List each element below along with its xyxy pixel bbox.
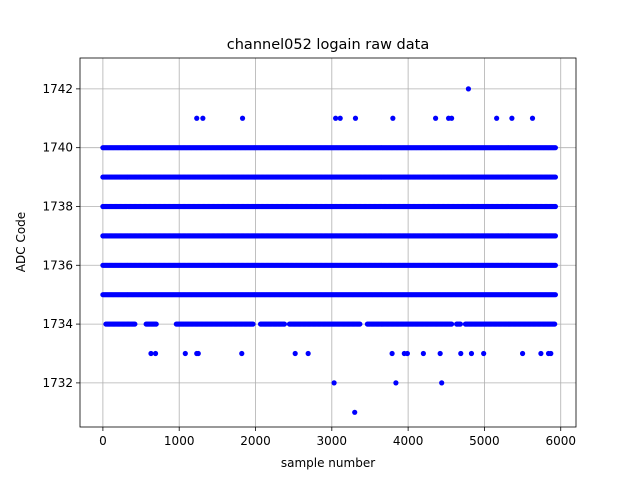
level-1735-points	[100, 292, 559, 298]
y-tick-label: 1734	[42, 317, 73, 331]
data-point	[552, 174, 559, 180]
data-point	[552, 262, 559, 268]
data-point	[337, 115, 343, 121]
data-point	[393, 380, 399, 386]
data-point	[305, 350, 311, 357]
y-tick-label: 1740	[42, 141, 73, 155]
data-point	[449, 321, 455, 327]
y-tick-label: 1738	[42, 199, 73, 213]
data-point	[200, 115, 206, 121]
data-point	[152, 350, 159, 357]
level-1740-points	[100, 145, 559, 151]
data-point	[439, 380, 445, 386]
data-point	[548, 350, 554, 357]
data-point	[153, 321, 159, 327]
data-point	[552, 203, 559, 210]
data-point	[333, 115, 339, 121]
data-point	[449, 115, 455, 121]
data-point	[529, 115, 536, 121]
data-point	[352, 115, 359, 121]
x-tick-label: 6000	[545, 434, 576, 448]
data-point	[250, 321, 256, 327]
grid-layer	[80, 58, 576, 427]
x-tick-label: 5000	[469, 434, 500, 448]
level-1739-points	[100, 174, 559, 180]
data-point	[195, 350, 201, 357]
level-1734-points	[103, 321, 558, 327]
data-point	[465, 86, 472, 92]
data-point	[509, 115, 515, 121]
data-point	[132, 321, 138, 327]
chart-title: channel052 logain raw data	[227, 37, 429, 53]
data-point	[552, 292, 559, 298]
data-point	[437, 350, 443, 357]
outlier-points	[148, 86, 554, 415]
data-point	[432, 115, 439, 121]
data-point	[352, 409, 358, 415]
data-point	[420, 350, 426, 357]
data-point	[404, 350, 410, 357]
data-point	[148, 350, 154, 357]
level-1736-points	[100, 262, 559, 268]
data-point	[494, 115, 500, 121]
level-1738-points	[100, 203, 559, 210]
data-point	[182, 350, 188, 357]
y-axis-label: ADC Code	[14, 212, 28, 272]
data-point	[552, 233, 559, 239]
data-point	[552, 321, 558, 327]
data-point	[468, 350, 475, 357]
data-point	[481, 350, 487, 357]
data-point	[457, 321, 464, 327]
x-tick-label: 3000	[317, 434, 348, 448]
data-point	[458, 350, 464, 357]
data-point	[194, 115, 200, 121]
y-tick-label: 1732	[42, 376, 73, 390]
x-tick-label: 0	[99, 434, 107, 448]
x-axis-label: sample number	[281, 456, 375, 470]
plot-frame	[79, 57, 577, 428]
data-point	[292, 350, 298, 357]
data-point	[552, 145, 559, 151]
ticks-layer: 0 1000 2000 3000 4000 5000 6000 1732 1734 1736 173…	[42, 82, 576, 448]
x-tick-label: 1000	[164, 434, 195, 448]
data-point	[390, 115, 396, 121]
x-tick-label: 2000	[240, 434, 271, 448]
data-point	[239, 350, 245, 357]
data-point	[538, 350, 544, 357]
y-tick-label: 1736	[42, 258, 73, 272]
data-points-layer	[100, 86, 559, 415]
data-point	[389, 350, 395, 357]
data-point	[239, 115, 246, 121]
x-tick-label: 4000	[393, 434, 424, 448]
level-1737-points	[100, 233, 559, 239]
data-point	[281, 321, 288, 327]
data-point	[519, 350, 526, 357]
data-point	[331, 380, 337, 386]
data-point	[357, 321, 363, 327]
y-tick-label: 1742	[42, 82, 73, 96]
